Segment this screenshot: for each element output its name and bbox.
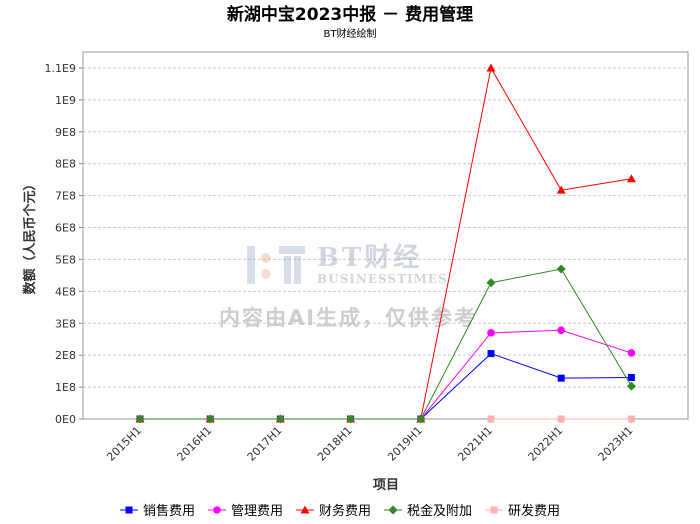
plot-area bbox=[82, 51, 689, 420]
data-point bbox=[416, 414, 426, 424]
y-tick-label: 7E8 bbox=[55, 190, 76, 203]
data-point bbox=[627, 415, 635, 423]
y-tick-label: 4E8 bbox=[55, 285, 76, 298]
x-tick-label: 2019H1 bbox=[385, 424, 425, 464]
data-point bbox=[557, 374, 565, 382]
legend: 销售费用 管理费用 财务费用 税金及附加 研发费用 bbox=[120, 503, 560, 519]
y-tick-label: 2E8 bbox=[55, 349, 76, 362]
series-line bbox=[140, 268, 632, 420]
series-5 bbox=[487, 415, 635, 423]
x-tick-label: 2015H1 bbox=[104, 424, 144, 464]
legend-item: 研发费用 bbox=[485, 503, 560, 519]
x-tick-label: 2016H1 bbox=[175, 424, 215, 464]
data-point bbox=[487, 415, 495, 423]
x-tick-label: 2022H1 bbox=[526, 424, 566, 464]
legend-item: 管理费用 bbox=[208, 504, 283, 519]
data-point bbox=[135, 414, 145, 424]
data-point bbox=[487, 350, 495, 358]
y-tick-label: 1.1E9 bbox=[45, 62, 76, 75]
watermark: BT财经 BUSINESSTIMES 内容由AI生成，仅供参考 bbox=[219, 242, 477, 330]
y-tick-label: 1E8 bbox=[55, 381, 76, 394]
x-axis-ticks: 2015H1 2016H1 2017H1 2018H1 2019H1 2021H1 2022… bbox=[104, 419, 636, 464]
gridlines bbox=[83, 67, 688, 388]
data-point bbox=[627, 374, 635, 382]
data-point bbox=[626, 381, 636, 391]
data-point bbox=[557, 326, 565, 335]
chart-subtitle: BT财经绘制 bbox=[324, 27, 377, 40]
y-tick-label: 8E8 bbox=[55, 158, 76, 171]
data-point bbox=[627, 349, 636, 357]
legend-item: 销售费用 bbox=[120, 503, 195, 519]
data-point bbox=[487, 329, 495, 337]
data-point bbox=[556, 185, 566, 194]
legend-marker bbox=[300, 505, 310, 514]
x-axis-title: 项目 bbox=[373, 478, 399, 493]
legend-marker bbox=[388, 505, 398, 515]
data-point bbox=[486, 278, 496, 288]
x-tick-label: 2021H1 bbox=[455, 424, 495, 464]
watermark-logo-icon bbox=[247, 246, 305, 284]
legend-label: 财务费用 bbox=[319, 503, 371, 519]
legend-label: 管理费用 bbox=[231, 504, 283, 519]
data-point bbox=[626, 174, 636, 183]
series-4 bbox=[135, 264, 636, 424]
x-tick-label: 2023H1 bbox=[596, 424, 636, 464]
y-tick-label: 3E8 bbox=[55, 317, 76, 330]
data-point bbox=[556, 264, 566, 274]
legend-marker bbox=[213, 506, 221, 514]
data-point bbox=[275, 414, 285, 424]
legend-label: 税金及附加 bbox=[407, 503, 472, 519]
legend-label: 销售费用 bbox=[143, 503, 195, 519]
y-tick-label: 9E8 bbox=[55, 126, 76, 139]
data-point bbox=[346, 414, 356, 424]
legend-marker bbox=[490, 506, 498, 514]
legend-label: 研发费用 bbox=[508, 503, 560, 519]
x-tick-label: 2018H1 bbox=[315, 424, 355, 464]
data-point bbox=[205, 414, 215, 424]
y-axis-ticks: 0E0 1E8 2E8 3E8 4E8 5E8 6E8 7E8 8E8 9E8 1E9 1.1E9 bbox=[45, 62, 83, 426]
y-axis-title: 数额（人民币个元） bbox=[22, 177, 38, 294]
legend-marker bbox=[125, 506, 133, 514]
legend-item: 税金及附加 bbox=[384, 503, 472, 519]
watermark-brand: BT财经 bbox=[317, 242, 422, 273]
y-tick-label: 5E8 bbox=[55, 253, 76, 266]
watermark-note: 内容由AI生成，仅供参考 bbox=[219, 306, 477, 330]
x-tick-label: 2017H1 bbox=[245, 424, 285, 464]
data-point bbox=[486, 63, 496, 72]
legend-item: 财务费用 bbox=[296, 503, 371, 519]
series-lines bbox=[135, 63, 636, 424]
watermark-brand-en: BUSINESSTIMES bbox=[317, 272, 448, 286]
data-point bbox=[557, 415, 565, 423]
chart-title: 新湖中宝2023中报 － 费用管理 bbox=[227, 4, 473, 25]
y-tick-label: 6E8 bbox=[55, 222, 76, 235]
y-tick-label: 0E0 bbox=[55, 413, 76, 426]
y-tick-label: 1E9 bbox=[55, 94, 76, 107]
